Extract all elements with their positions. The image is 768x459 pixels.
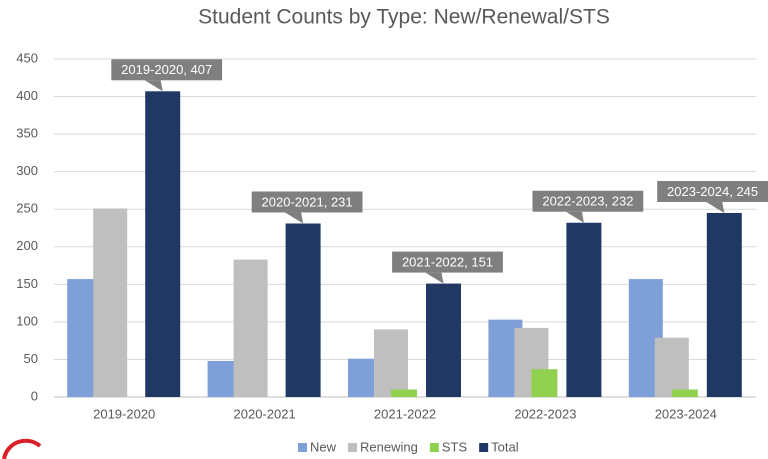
y-tick-label: 400 [16, 88, 38, 103]
y-tick-label: 50 [24, 351, 38, 366]
bar [391, 389, 417, 397]
data-label: 2021-2022, 151 [402, 255, 493, 270]
callout-pointer [425, 272, 444, 284]
y-tick-label: 250 [16, 201, 38, 216]
data-label: 2019-2020, 407 [121, 62, 212, 77]
legend-label: STS [442, 439, 468, 454]
bar [706, 212, 742, 397]
data-label: 2022-2023, 232 [542, 194, 633, 209]
legend-label: Total [491, 439, 519, 454]
data-label: 2020-2021, 231 [262, 194, 353, 209]
bar [671, 389, 698, 397]
x-tick-label: 2021-2022 [374, 406, 436, 421]
callout-box [251, 191, 363, 213]
x-tick-label: 2020-2021 [234, 406, 296, 421]
bar [426, 283, 461, 397]
logo [2, 438, 42, 459]
y-tick-label: 200 [16, 238, 38, 253]
legend-label: New [310, 439, 337, 454]
bar [145, 91, 181, 397]
callout-box [392, 251, 503, 273]
callout-pointer [706, 201, 725, 213]
bar [654, 337, 689, 397]
bar [566, 222, 602, 397]
legend-swatch [348, 443, 358, 452]
x-tick-label: 2019-2020 [93, 406, 155, 421]
y-tick-label: 350 [16, 126, 38, 141]
y-tick-label: 150 [16, 276, 38, 291]
callout-box [532, 190, 644, 212]
chart-title: Student Counts by Type: New/Renewal/STS [198, 6, 610, 29]
callout-pointer [565, 211, 584, 223]
legend-swatch [429, 443, 439, 452]
bar [531, 369, 558, 397]
bar [374, 329, 408, 397]
bar [93, 208, 128, 397]
bar [285, 223, 321, 397]
legend-swatch [479, 443, 489, 452]
data-label: 2023-2024, 245 [667, 184, 758, 199]
callout-pointer [285, 212, 304, 224]
y-tick-label: 0 [31, 388, 38, 403]
x-tick-label: 2023-2024 [655, 406, 717, 421]
x-tick-label: 2022-2023 [514, 406, 576, 421]
y-tick-label: 300 [16, 163, 38, 178]
callout-box [657, 180, 768, 202]
callout-pointer [144, 80, 163, 92]
callout-box [111, 59, 223, 81]
y-tick-label: 450 [16, 50, 38, 65]
legend-label: Renewing [360, 439, 418, 454]
y-tick-label: 100 [16, 313, 38, 328]
legend-swatch [298, 443, 307, 452]
bar [233, 259, 268, 397]
